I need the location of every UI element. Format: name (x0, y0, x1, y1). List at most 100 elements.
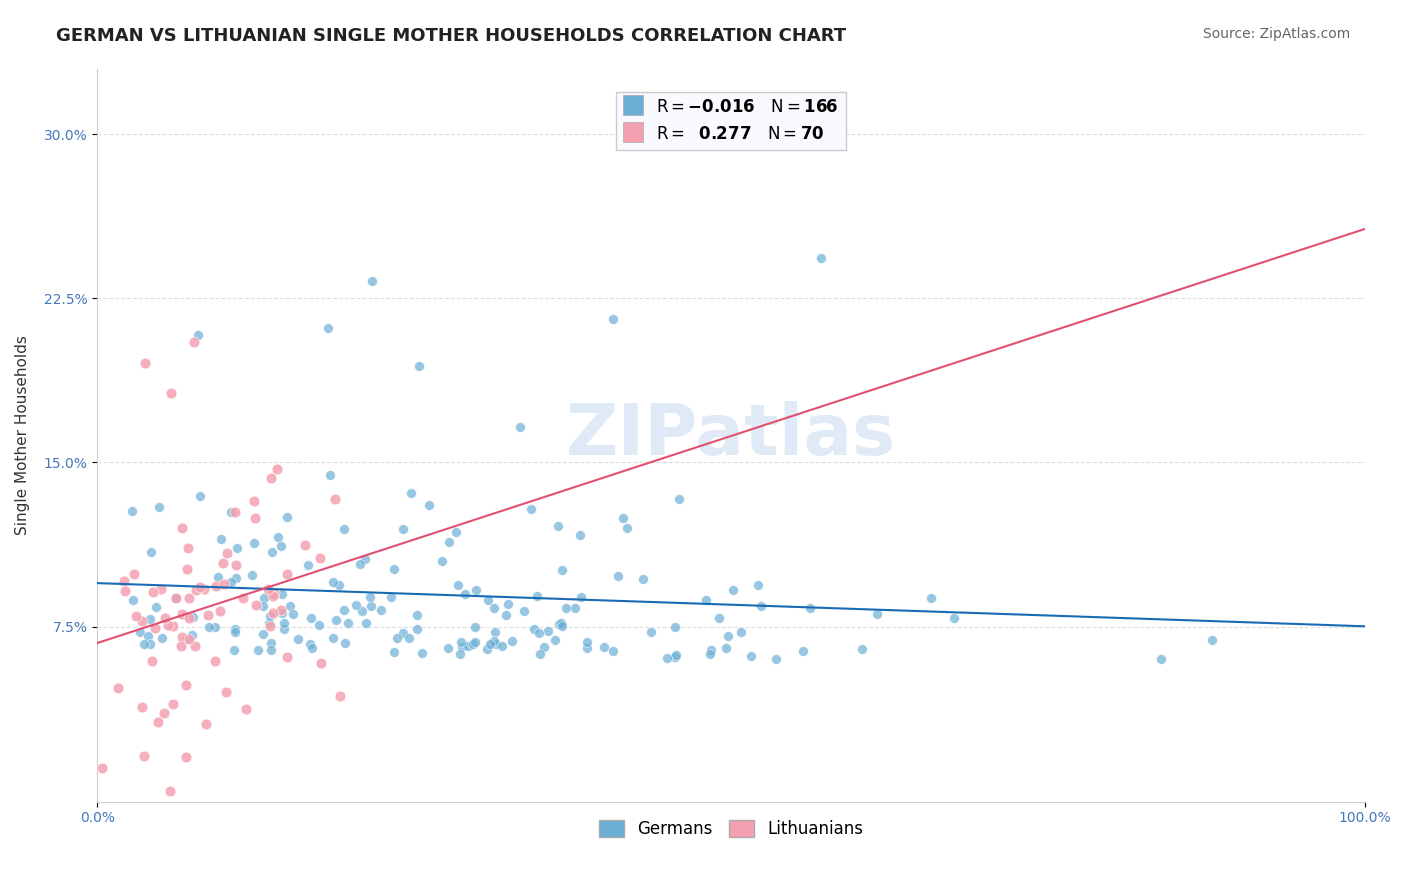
Germans (569, 590, 592, 604)
Lithuanians (266, 461, 288, 475)
Germans (301, 611, 323, 625)
Lithuanians (308, 551, 330, 566)
Germans (529, 626, 551, 640)
Germans (209, 532, 232, 546)
Legend: Germans, Lithuanians: Germans, Lithuanians (592, 813, 870, 845)
Germans (450, 634, 472, 648)
Germans (322, 631, 344, 645)
Germans (664, 648, 686, 663)
Germans (354, 551, 377, 566)
Lithuanians (232, 591, 254, 606)
Lithuanians (131, 699, 153, 714)
Germans (700, 643, 723, 657)
Germans (799, 600, 821, 615)
Lithuanians (107, 681, 129, 695)
Lithuanians (212, 557, 235, 571)
Lithuanians (177, 611, 200, 625)
Lithuanians (153, 706, 176, 720)
Lithuanians (208, 605, 231, 619)
Germans (408, 359, 430, 373)
Lithuanians (205, 579, 228, 593)
Lithuanians (155, 610, 177, 624)
Germans (523, 623, 546, 637)
Germans (547, 518, 569, 533)
Germans (270, 539, 292, 553)
Germans (259, 609, 281, 624)
Germans (187, 327, 209, 342)
Germans (792, 644, 814, 658)
Germans (298, 637, 321, 651)
Germans (243, 536, 266, 550)
Lithuanians (193, 582, 215, 597)
Germans (359, 590, 381, 604)
Germans (749, 599, 772, 613)
Lithuanians (174, 750, 197, 764)
Germans (273, 615, 295, 630)
Text: Source: ZipAtlas.com: Source: ZipAtlas.com (1202, 27, 1350, 41)
Germans (730, 624, 752, 639)
Germans (259, 635, 281, 649)
Lithuanians (245, 598, 267, 612)
Germans (432, 554, 454, 568)
Lithuanians (260, 471, 283, 485)
Germans (139, 545, 162, 559)
Germans (537, 624, 560, 638)
Germans (1201, 632, 1223, 647)
Lithuanians (224, 505, 246, 519)
Lithuanians (183, 334, 205, 349)
Germans (253, 591, 276, 605)
Germans (145, 600, 167, 615)
Lithuanians (215, 685, 238, 699)
Lithuanians (323, 492, 346, 507)
Germans (463, 635, 485, 649)
Germans (543, 632, 565, 647)
Germans (335, 636, 357, 650)
Lithuanians (204, 654, 226, 668)
Germans (482, 634, 505, 648)
Germans (224, 622, 246, 636)
Lithuanians (212, 576, 235, 591)
Germans (496, 598, 519, 612)
Germans (163, 591, 186, 605)
Germans (461, 637, 484, 651)
Germans (406, 608, 429, 623)
Germans (271, 607, 294, 621)
Lithuanians (177, 632, 200, 647)
Germans (418, 498, 440, 512)
Lithuanians (262, 589, 284, 603)
Germans (475, 642, 498, 657)
Germans (550, 616, 572, 631)
Germans (709, 611, 731, 625)
Germans (943, 610, 966, 624)
Lithuanians (157, 618, 180, 632)
Germans (174, 632, 197, 647)
Germans (281, 607, 304, 621)
Germans (699, 647, 721, 661)
Lithuanians (132, 749, 155, 764)
Germans (139, 637, 162, 651)
Germans (204, 620, 226, 634)
Germans (865, 607, 887, 621)
Germans (747, 578, 769, 592)
Germans (337, 616, 360, 631)
Germans (640, 624, 662, 639)
Germans (457, 640, 479, 654)
Lithuanians (329, 689, 352, 703)
Lithuanians (170, 640, 193, 654)
Germans (631, 572, 654, 586)
Germans (370, 603, 392, 617)
Germans (501, 634, 523, 648)
Germans (391, 626, 413, 640)
Germans (512, 604, 534, 618)
Germans (252, 599, 274, 613)
Lithuanians (256, 582, 278, 597)
Lithuanians (259, 618, 281, 632)
Germans (219, 505, 242, 519)
Germans (398, 631, 420, 645)
Germans (484, 601, 506, 615)
Germans (721, 582, 744, 597)
Text: ZIPatlas: ZIPatlas (567, 401, 896, 469)
Germans (352, 604, 374, 618)
Germans (575, 634, 598, 648)
Lithuanians (141, 654, 163, 668)
